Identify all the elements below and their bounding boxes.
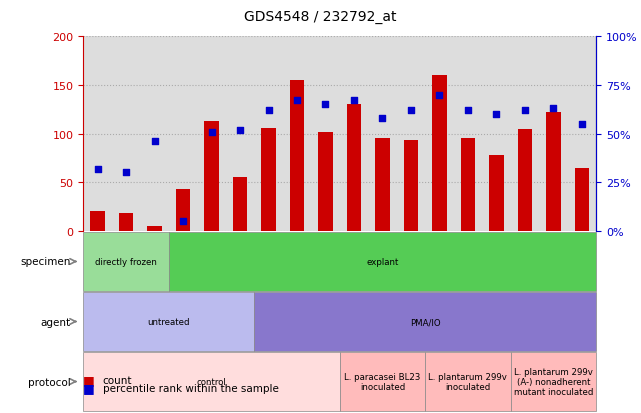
Bar	[176, 190, 190, 231]
Point	[92, 166, 103, 173]
Text: directly frozen: directly frozen	[95, 257, 157, 266]
Text: L. paracasei BL23
inoculated: L. paracasei BL23 inoculated	[344, 372, 420, 391]
Bar	[432, 76, 447, 231]
Point	[491, 112, 501, 118]
Point	[206, 129, 217, 135]
Point	[320, 102, 331, 109]
Bar	[290, 81, 304, 231]
Point	[121, 170, 131, 176]
Bar	[90, 212, 104, 231]
Bar	[404, 141, 418, 231]
Text: PMA/IO: PMA/IO	[410, 317, 440, 326]
Point	[263, 108, 274, 114]
Bar	[262, 128, 276, 231]
Text: ■: ■	[83, 382, 95, 394]
Text: specimen: specimen	[20, 257, 71, 267]
Bar	[204, 121, 219, 231]
Point	[178, 218, 188, 225]
Bar	[376, 139, 390, 231]
Text: explant: explant	[366, 257, 399, 266]
Bar	[489, 156, 504, 231]
Text: count: count	[103, 375, 132, 385]
Bar	[518, 129, 532, 231]
Point	[463, 108, 473, 114]
Bar	[319, 132, 333, 231]
Point	[577, 121, 587, 128]
Text: L. plantarum 299v
inoculated: L. plantarum 299v inoculated	[428, 372, 508, 391]
Bar	[347, 105, 361, 231]
Point	[520, 108, 530, 114]
Text: control: control	[197, 377, 226, 386]
Bar	[461, 139, 475, 231]
Bar	[546, 113, 560, 231]
Point	[435, 92, 445, 99]
Point	[378, 115, 388, 122]
Text: protocol: protocol	[28, 377, 71, 387]
Bar	[147, 226, 162, 231]
Bar	[233, 178, 247, 231]
Point	[406, 108, 416, 114]
Point	[149, 139, 160, 145]
Bar	[119, 214, 133, 231]
Text: agent: agent	[40, 317, 71, 327]
Text: percentile rank within the sample: percentile rank within the sample	[103, 383, 278, 393]
Point	[548, 106, 558, 112]
Text: GDS4548 / 232792_at: GDS4548 / 232792_at	[244, 10, 397, 24]
Text: ■: ■	[83, 373, 95, 386]
Text: L. plantarum 299v
(A-) nonadherent
mutant inoculated: L. plantarum 299v (A-) nonadherent mutan…	[513, 367, 593, 396]
Text: untreated: untreated	[147, 317, 190, 326]
Bar	[575, 168, 589, 231]
Point	[292, 98, 302, 104]
Point	[349, 98, 359, 104]
Point	[235, 127, 245, 134]
